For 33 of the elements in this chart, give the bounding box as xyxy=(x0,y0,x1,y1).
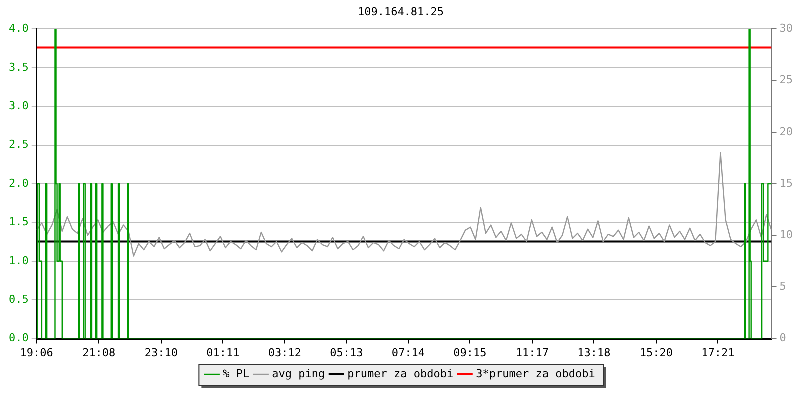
legend-label: % PL xyxy=(223,367,250,380)
legend-label: avg ping xyxy=(272,367,326,380)
y2-tick-label: 20 xyxy=(780,125,794,138)
y2-tick-label: 0 xyxy=(780,332,786,345)
x-tick-label: 01:11 xyxy=(206,346,240,360)
y-tick-label: 1.0 xyxy=(8,254,29,268)
chart-title: 109.164.81.25 xyxy=(358,5,444,18)
y2-tick-label: 30 xyxy=(780,22,794,36)
y-tick-label: 4.0 xyxy=(8,22,29,36)
y-tick-label: 3.0 xyxy=(8,99,29,112)
y2-tick-label: 10 xyxy=(780,228,794,242)
x-tick-label: 19:06 xyxy=(20,346,54,360)
y-tick-label: 2.5 xyxy=(8,138,29,152)
x-tick-label: 15:20 xyxy=(640,346,673,360)
y-tick-label: 1.5 xyxy=(8,216,29,229)
x-tick-label: 11:17 xyxy=(516,346,549,360)
x-tick-label: 13:18 xyxy=(578,346,611,360)
x-tick-label: 03:12 xyxy=(268,346,302,360)
y2-tick-label: 5 xyxy=(780,280,786,294)
y-tick-label: 3.5 xyxy=(8,60,29,74)
x-tick-label: 07:14 xyxy=(392,346,426,360)
x-tick-label: 09:15 xyxy=(454,346,487,360)
legend-label: prumer za obdobi xyxy=(348,367,454,380)
y-tick-label: 0.5 xyxy=(8,292,29,306)
y2-tick-label: 25 xyxy=(780,74,794,87)
y2-tick-label: 15 xyxy=(780,176,794,190)
x-tick-label: 05:13 xyxy=(330,346,364,360)
y-tick-label: 2.0 xyxy=(8,176,29,190)
legend-label: 3*prumer za obdobi xyxy=(476,367,596,380)
y-tick-label: 0.0 xyxy=(8,332,29,345)
x-tick-label: 21:08 xyxy=(82,346,116,360)
x-tick-label: 23:10 xyxy=(144,346,178,360)
x-tick-label: 17:21 xyxy=(702,346,735,360)
